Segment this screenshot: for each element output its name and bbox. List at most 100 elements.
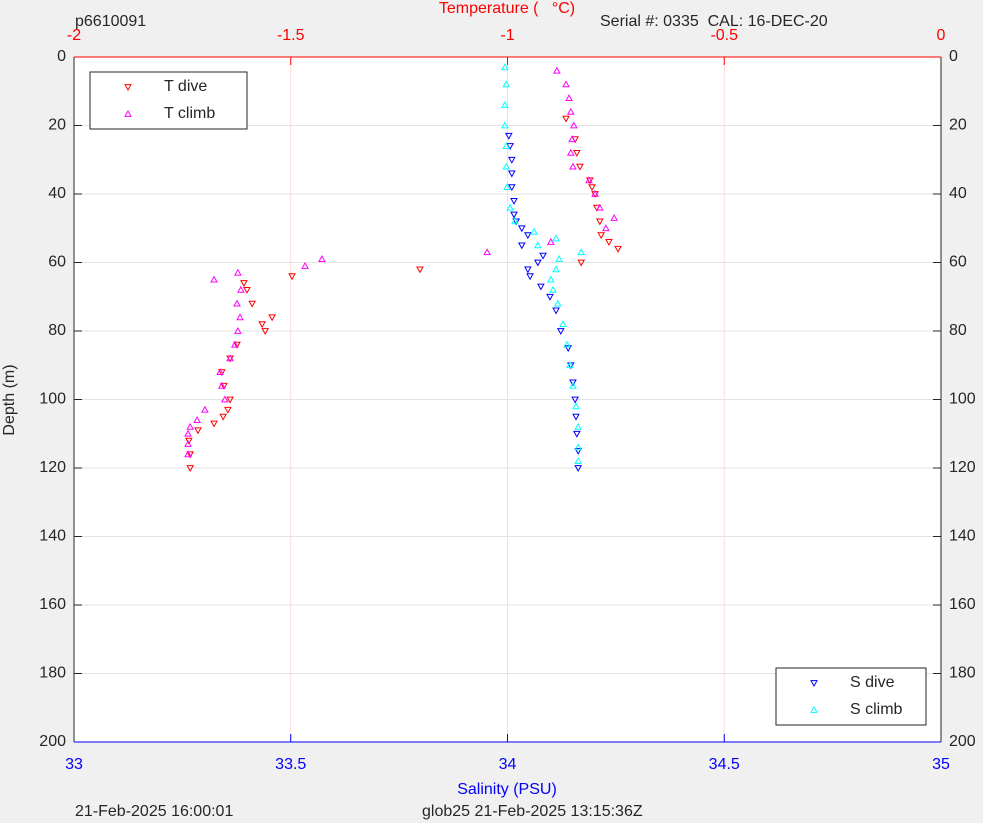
data-point bbox=[416, 266, 424, 274]
x2-tick-label: -2 bbox=[67, 27, 81, 44]
data-point bbox=[537, 283, 545, 291]
x-tick-label: 34.5 bbox=[709, 756, 740, 773]
data-point bbox=[184, 429, 192, 437]
data-point bbox=[552, 234, 560, 242]
y-tick-label: 100 bbox=[39, 391, 66, 408]
data-point bbox=[511, 217, 519, 225]
y-tick-label-right: 60 bbox=[949, 254, 967, 271]
data-point bbox=[572, 402, 580, 410]
data-point bbox=[577, 259, 586, 267]
data-point bbox=[186, 451, 195, 459]
x2-tick-label: -1.5 bbox=[277, 27, 305, 44]
data-point bbox=[507, 184, 516, 192]
data-point bbox=[552, 265, 560, 273]
data-point bbox=[565, 94, 573, 101]
data-point bbox=[507, 170, 516, 178]
x2-tick-label: -0.5 bbox=[710, 27, 738, 44]
y-tick-label: 60 bbox=[48, 254, 66, 271]
legend-label: S dive bbox=[850, 674, 895, 691]
y-tick-label-right: 100 bbox=[949, 391, 976, 408]
data-point bbox=[248, 300, 257, 308]
data-point bbox=[217, 381, 226, 389]
y-tick-label-right: 80 bbox=[949, 322, 967, 339]
data-point bbox=[510, 197, 518, 205]
data-point bbox=[595, 203, 604, 211]
data-point bbox=[524, 232, 532, 240]
y-tick-label: 180 bbox=[39, 665, 66, 682]
y-tick-label: 20 bbox=[48, 117, 66, 134]
data-point bbox=[569, 162, 577, 170]
data-point bbox=[236, 313, 244, 321]
data-point bbox=[502, 162, 511, 170]
data-point bbox=[216, 368, 224, 375]
data-point bbox=[230, 340, 239, 348]
legend-marker bbox=[124, 84, 132, 92]
data-point bbox=[517, 242, 526, 250]
data-point bbox=[184, 439, 192, 447]
data-point bbox=[574, 443, 583, 451]
data-point bbox=[210, 275, 218, 283]
legend-marker bbox=[810, 705, 818, 713]
data-point bbox=[585, 176, 593, 184]
top-left-label: p6610091 bbox=[75, 13, 146, 30]
data-point bbox=[233, 341, 241, 349]
data-point bbox=[301, 261, 309, 269]
data-point bbox=[503, 183, 511, 191]
y-tick-label-right: 20 bbox=[949, 117, 967, 134]
data-point bbox=[530, 227, 538, 235]
data-point bbox=[566, 148, 575, 156]
y-tick-label-right: 140 bbox=[949, 528, 976, 545]
data-point bbox=[552, 307, 560, 315]
data-point bbox=[193, 416, 201, 423]
top-right-label: Serial #: 0335 CAL: 16-DEC-20 bbox=[600, 13, 828, 30]
data-point bbox=[318, 255, 326, 262]
data-point bbox=[569, 379, 577, 387]
data-point bbox=[234, 268, 242, 276]
y-tick-label-right: 200 bbox=[949, 733, 976, 750]
data-point bbox=[234, 326, 242, 334]
data-point bbox=[506, 203, 514, 211]
chart-title: Temperature ( °C) bbox=[439, 0, 575, 17]
data-point bbox=[210, 420, 218, 428]
data-point bbox=[233, 299, 241, 307]
data-point bbox=[566, 107, 575, 115]
data-point bbox=[510, 211, 518, 219]
y-tick-label: 120 bbox=[39, 459, 66, 476]
y-tick-label: 40 bbox=[48, 185, 66, 202]
data-point bbox=[574, 422, 583, 430]
data-point bbox=[547, 275, 555, 283]
x-axis-label: Salinity (PSU) bbox=[457, 781, 557, 798]
data-point bbox=[533, 241, 542, 249]
y-tick-label: 80 bbox=[48, 322, 66, 339]
data-point bbox=[574, 447, 583, 455]
legend-marker bbox=[124, 109, 132, 117]
data-point bbox=[553, 299, 562, 307]
data-point bbox=[555, 255, 563, 262]
data-point bbox=[483, 248, 491, 256]
data-point bbox=[614, 245, 622, 253]
data-point bbox=[288, 273, 296, 281]
data-point bbox=[186, 422, 195, 430]
data-point bbox=[605, 239, 613, 246]
data-point bbox=[576, 163, 584, 171]
data-point bbox=[533, 259, 542, 267]
data-point bbox=[268, 314, 276, 322]
data-point bbox=[261, 328, 270, 336]
data-point bbox=[184, 450, 192, 458]
legend-box bbox=[775, 667, 927, 726]
data-point bbox=[571, 396, 579, 404]
legend-label: S climb bbox=[850, 701, 903, 718]
legend-label: T dive bbox=[164, 78, 207, 95]
data-point bbox=[517, 225, 526, 233]
data-point bbox=[224, 406, 232, 414]
data-point bbox=[226, 354, 234, 362]
data-point bbox=[563, 340, 571, 348]
data-point bbox=[577, 248, 586, 256]
data-point bbox=[595, 218, 604, 226]
footer-left: 21-Feb-2025 16:00:01 bbox=[75, 803, 233, 820]
data-point bbox=[588, 184, 596, 192]
data-point bbox=[539, 252, 547, 260]
y-tick-label: 140 bbox=[39, 528, 66, 545]
data-point bbox=[559, 320, 567, 328]
